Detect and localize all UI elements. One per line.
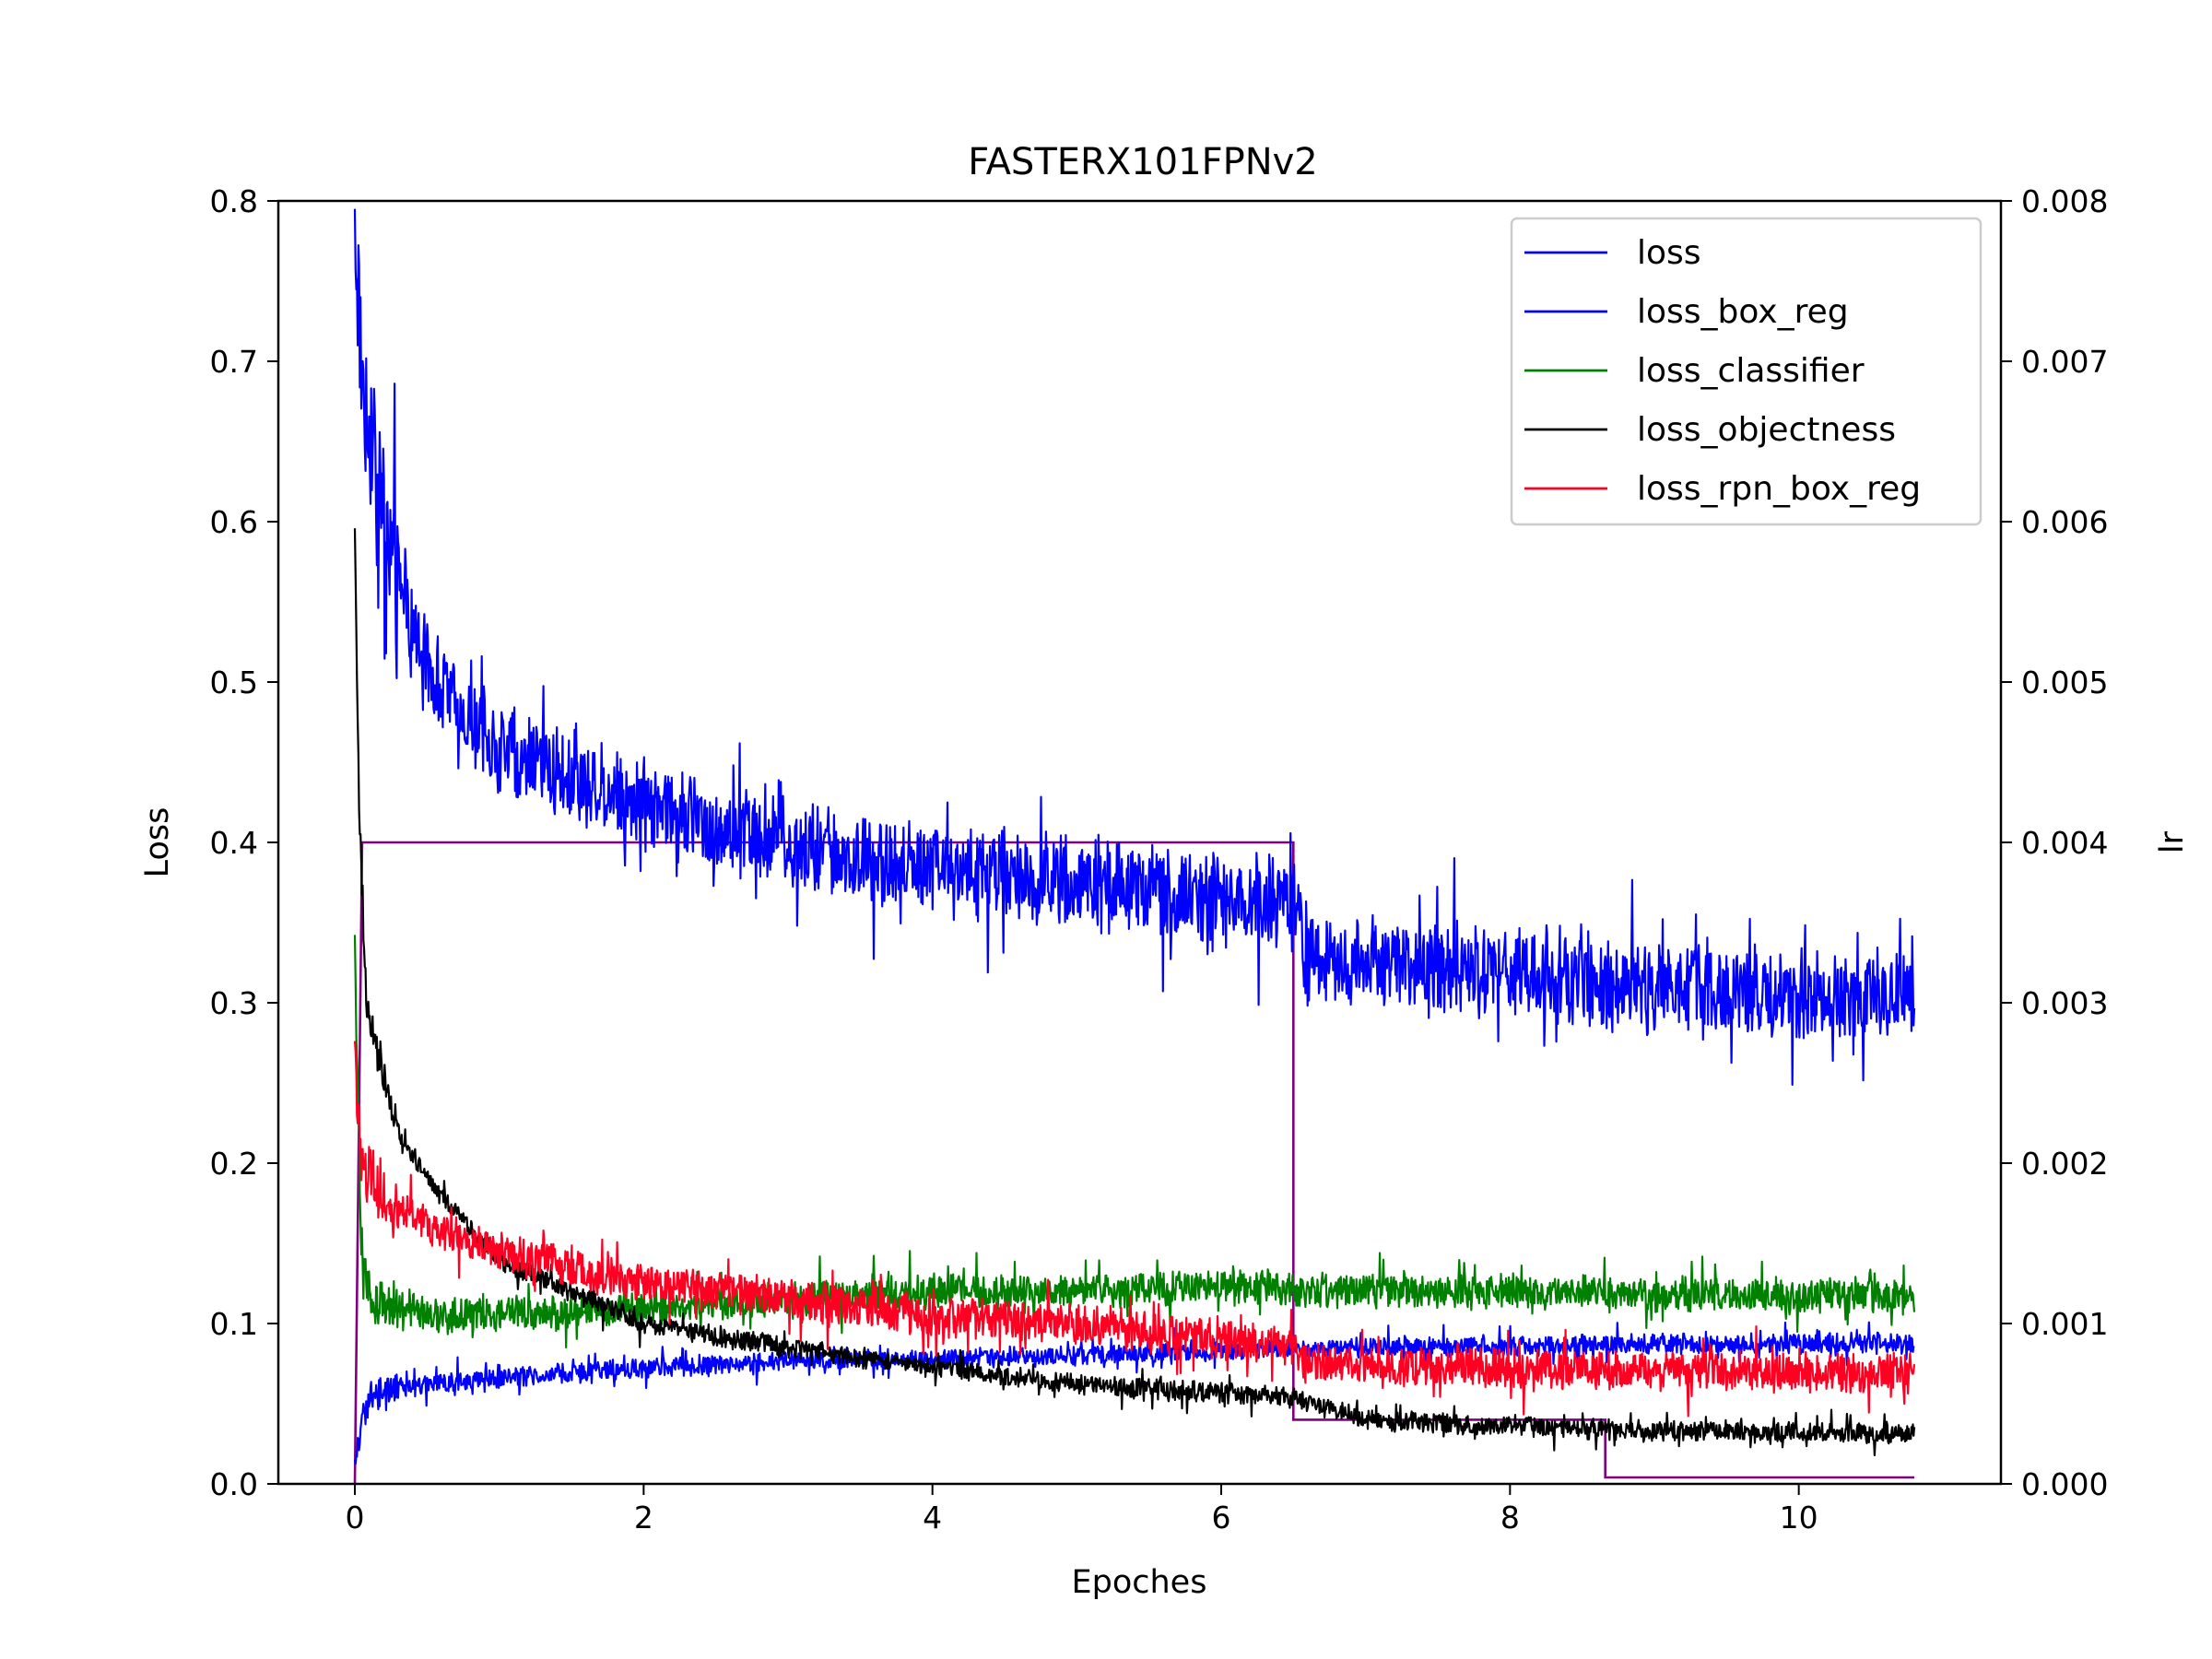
x-tick-label: 10 (1780, 1500, 1818, 1535)
series-line-lr (353, 841, 1914, 1485)
x-tick-label: 4 (923, 1500, 942, 1535)
y2-tick-label: 0.000 (2021, 1466, 2108, 1502)
y2-tick-label: 0.007 (2021, 344, 2108, 380)
x-tick-label: 6 (1212, 1500, 1231, 1535)
series-line-loss-box-reg (353, 1321, 1915, 1465)
legend-items: loss loss_box_reg loss_classifier loss_obje… (1524, 234, 1921, 508)
legend-box (1510, 217, 1983, 526)
x-tick-label: 2 (634, 1500, 653, 1535)
y2-tick-label: 0.008 (2021, 183, 2108, 219)
y-tick-label: 0.5 (210, 665, 258, 700)
y-axis-right: 0.000 0.001 0.002 0.003 0.004 0.005 0.006 0.007… (2001, 183, 2108, 1502)
x-tick-label: 8 (1500, 1500, 1520, 1535)
y2-tick-label: 0.002 (2021, 1146, 2108, 1182)
legend-label: loss_classifier (1637, 352, 1865, 390)
series-line-loss-rpn-box-reg (353, 1041, 1916, 1418)
series-line-loss (353, 208, 1916, 1086)
y-tick-label: 0.2 (210, 1146, 258, 1182)
x-axis-label: Epoches (1072, 1564, 1207, 1601)
legend-label: loss_rpn_box_reg (1637, 470, 1921, 508)
y-tick-label: 0.4 (210, 825, 258, 861)
y-tick-label: 0.8 (210, 183, 258, 219)
y2-axis-label: lr (2154, 830, 2191, 853)
legend-label: loss_box_reg (1637, 293, 1849, 331)
x-tick-label: 0 (346, 1500, 365, 1535)
y2-tick-label: 0.003 (2021, 985, 2108, 1021)
y-tick-label: 0.0 (210, 1466, 258, 1502)
chart-title: FASTERX101FPNv2 (968, 141, 1318, 183)
y2-tick-label: 0.004 (2021, 825, 2108, 861)
series-line-loss-objectness (353, 528, 1916, 1456)
y-tick-label: 0.3 (210, 985, 258, 1021)
y-axis-left: 0.0 0.1 0.2 0.3 0.4 0.5 0.6 0.7 0.8 (210, 183, 278, 1502)
y2-tick-label: 0.005 (2021, 665, 2108, 700)
y-axis-label: Loss (139, 807, 176, 878)
legend-label: loss_objectness (1637, 411, 1896, 449)
y-tick-label: 0.1 (210, 1306, 258, 1342)
y2-tick-label: 0.006 (2021, 504, 2108, 540)
legend-label: loss (1637, 234, 1701, 272)
y-tick-label: 0.6 (210, 504, 258, 540)
y-tick-label: 0.7 (210, 344, 258, 380)
x-axis: 0 2 4 6 8 10 (346, 1484, 1818, 1535)
series-line-loss-classifier (353, 935, 1916, 1349)
series-layer (353, 208, 1916, 1485)
y2-tick-label: 0.001 (2021, 1306, 2108, 1342)
legend: loss loss_box_reg loss_classifier loss_obje… (1510, 217, 1983, 526)
